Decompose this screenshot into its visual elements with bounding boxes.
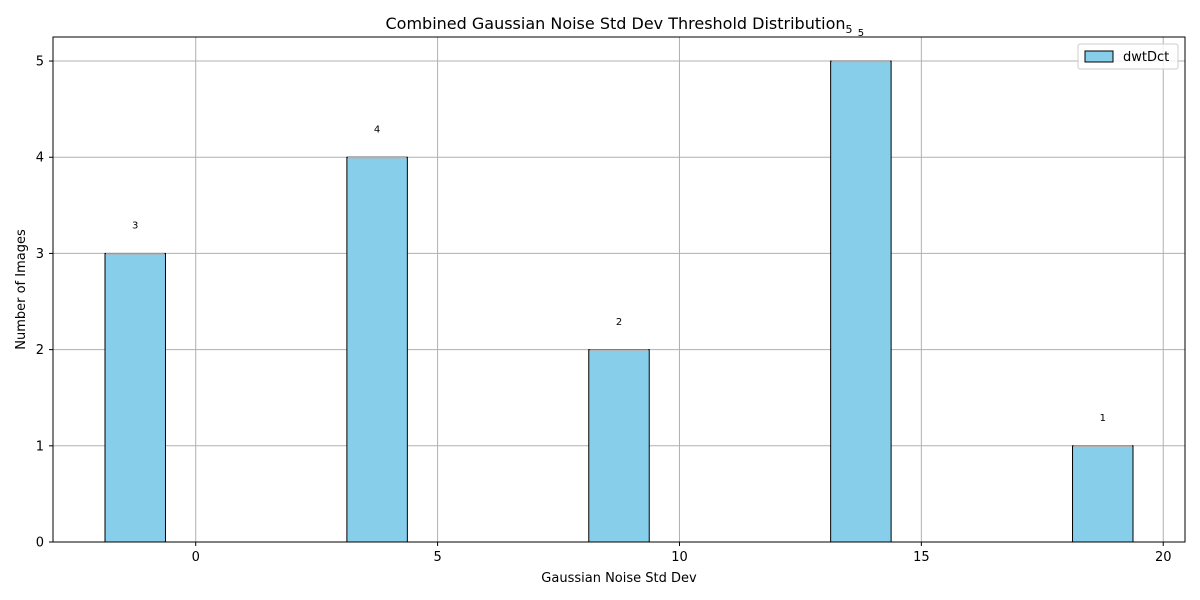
x-tick-label: 15 (913, 550, 930, 565)
x-tick-label: 5 (433, 550, 441, 565)
plot-frame (52, 36, 1186, 543)
x-tick-label: 0 (192, 550, 200, 565)
y-tick-label: 0 (36, 536, 44, 551)
x-axis-ticks: 0 5 10 15 20 (192, 542, 1172, 565)
x-axis-label: Gaussian Noise Std Dev (541, 571, 697, 586)
y-axis-ticks: 0 1 2 3 4 5 (36, 55, 53, 551)
data-labels: 3 4 2 5 1 (132, 28, 1106, 424)
bar (346, 156, 408, 543)
x-tick-label: 10 (671, 550, 688, 565)
y-tick-label: 3 (36, 247, 44, 262)
data-label: 2 (616, 317, 622, 328)
legend-swatch (1084, 50, 1114, 63)
legend: dwtDct (1077, 43, 1179, 70)
data-label: 5 (858, 28, 864, 39)
bar (588, 349, 650, 543)
legend-label: dwtDct (1123, 50, 1169, 65)
y-tick-label: 5 (36, 55, 44, 70)
y-tick-label: 2 (36, 343, 44, 358)
chart-title: Combined Gaussian Noise Std Dev Threshol… (385, 14, 852, 36)
y-tick-label: 4 (36, 151, 44, 166)
chart-title-main: Combined Gaussian Noise Std Dev Threshol… (385, 14, 845, 33)
y-tick-label: 1 (36, 439, 44, 454)
chart-title-subscript: 5 (846, 23, 853, 36)
bar (830, 60, 892, 543)
x-tick-label: 20 (1155, 550, 1172, 565)
data-label: 3 (132, 221, 138, 232)
bars (104, 60, 1134, 543)
bar (104, 252, 166, 543)
legend-box (1077, 43, 1179, 70)
y-axis-label: Number of Images (14, 229, 29, 350)
data-label: 4 (374, 124, 380, 135)
data-label: 1 (1100, 413, 1106, 424)
bar (1072, 445, 1134, 543)
